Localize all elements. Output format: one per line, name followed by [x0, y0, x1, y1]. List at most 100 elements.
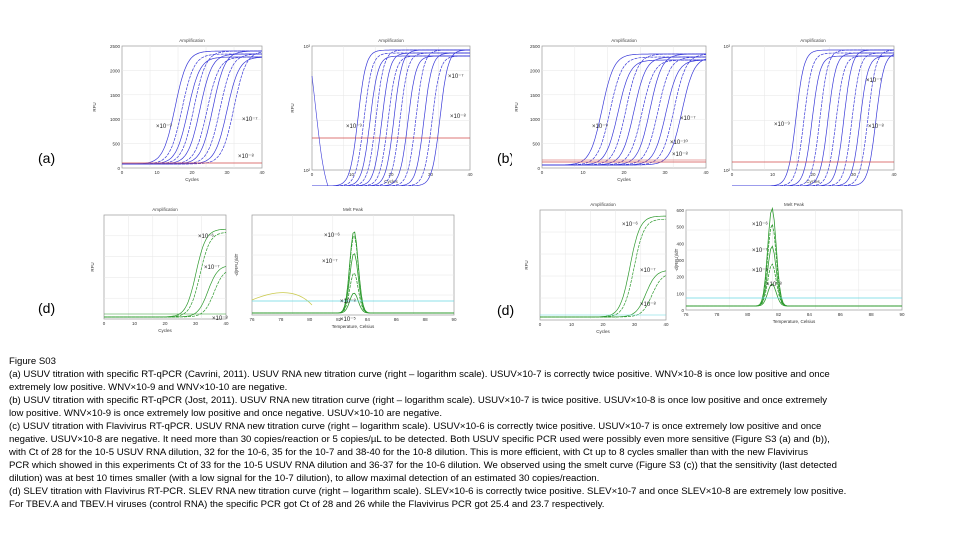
- dilution-annotation: ×10⁻⁸: [340, 298, 356, 305]
- y-tick-label: 2000: [110, 68, 121, 73]
- x-tick-label: 40: [891, 172, 897, 177]
- caption-line: dilution) was at best 10 times smaller (…: [9, 473, 600, 484]
- plot-b-linear: Amplification 0 10 20 30 40 2500 2000 1500 1000 50…: [512, 36, 712, 186]
- dilution-annotation: ×10⁻⁷: [448, 73, 464, 80]
- x-tick-label: 40: [663, 322, 669, 327]
- x-tick-label: 0: [311, 172, 314, 177]
- x-axis-label: Temperature, Celsius: [332, 324, 375, 329]
- y-axis-label: RFU: [90, 262, 95, 271]
- x-axis-label: Cycles: [617, 177, 631, 182]
- x-tick-label: 30: [851, 172, 857, 177]
- melt-curve: [252, 292, 454, 314]
- dilution-annotation: ×10⁻⁵: [340, 316, 356, 323]
- y-tick-label: 0: [117, 166, 120, 171]
- plot-area: [541, 45, 707, 169]
- plot-b-log: Amplification 0 10 20 30 40 10³ 10² Cycles ×10⁻⁹ ×…: [718, 36, 900, 186]
- panel-label-d-left: (d): [38, 300, 56, 316]
- y-tick-label: 600: [676, 208, 684, 213]
- y-axis-label: -d(RFU)/dT: [234, 253, 239, 276]
- amp-curve: [732, 52, 894, 186]
- figure-caption: Figure S03 (a) USUV titration with speci…: [9, 355, 954, 511]
- plot-area: [685, 209, 903, 311]
- caption-line: PCR which showed in this experiments Ct …: [9, 460, 837, 471]
- x-tick-label: 10: [154, 170, 160, 175]
- plot-title: Amplification: [378, 38, 404, 43]
- plot-area: [121, 45, 263, 169]
- y-axis-label: RFU: [524, 260, 529, 269]
- y-tick-label: 10³: [303, 44, 310, 49]
- y-tick-label: 2000: [530, 68, 541, 73]
- x-tick-label: 10: [580, 170, 586, 175]
- x-tick-label: 82: [776, 312, 782, 317]
- dilution-annotation: ×10⁻⁸: [672, 151, 688, 158]
- dilution-annotation: ×10⁻⁸: [640, 301, 656, 308]
- x-tick-label: 90: [899, 312, 905, 317]
- x-tick-label: 30: [224, 170, 230, 175]
- x-tick-label: 78: [714, 312, 720, 317]
- amp-curve: [311, 75, 329, 186]
- amp-curve: [312, 52, 470, 186]
- y-tick-label: 1000: [530, 117, 541, 122]
- amp-curve: [312, 55, 470, 186]
- dilution-annotation: ×10⁻⁹: [156, 123, 172, 130]
- plot-d-left-melt-peak: Melt Peak 76 78 80 82 84 86 88 90 Temperature, Ce…: [232, 205, 460, 337]
- x-tick-label: 76: [683, 312, 689, 317]
- x-tick-label: 82: [336, 317, 342, 322]
- dilution-annotation: ×10⁻⁸: [212, 315, 228, 322]
- plot-title: Amplification: [800, 38, 826, 43]
- plot-area: [103, 214, 227, 320]
- dilution-annotation: ×10⁻⁶: [752, 221, 768, 228]
- x-tick-label: 30: [193, 321, 199, 326]
- dilution-annotation: ×10⁻⁷: [322, 258, 338, 265]
- dilution-annotation: ×10⁻⁹: [592, 123, 608, 130]
- x-axis-label: Cycles: [185, 177, 199, 182]
- plot-title: Amplification: [152, 207, 178, 212]
- x-tick-label: 80: [307, 317, 313, 322]
- amp-curve: [312, 49, 470, 186]
- amp-curve: [732, 49, 894, 186]
- dilution-annotation: ×10⁻⁸: [766, 281, 782, 288]
- x-tick-label: 40: [467, 172, 473, 177]
- x-tick-label: 78: [278, 317, 284, 322]
- caption-line: For TBEV.A and TBEV.H viruses (control R…: [9, 499, 605, 510]
- y-tick-label: 200: [676, 275, 684, 280]
- amp-curve: [540, 275, 667, 318]
- x-tick-label: 30: [632, 322, 638, 327]
- caption-line: (b) USUV titration with specific RT-qPCR…: [9, 395, 828, 406]
- amp-curve: [312, 52, 470, 186]
- y-tick-label: 2500: [530, 44, 541, 49]
- plot-title: Melt Peak: [784, 202, 805, 207]
- y-tick-label: 1500: [110, 93, 121, 98]
- amp-curve: [122, 50, 262, 165]
- dilution-annotation: ×10⁻⁷: [204, 264, 220, 271]
- x-tick-label: 0: [541, 170, 544, 175]
- amp-curve: [122, 51, 263, 165]
- y-axis-label: RFU: [92, 102, 97, 111]
- x-tick-label: 20: [189, 170, 195, 175]
- amp-curve: [542, 53, 706, 166]
- x-tick-label: 86: [838, 312, 844, 317]
- y-tick-label: 1500: [530, 93, 541, 98]
- caption-line: extremely low positive. WNV×10-9 and WNV…: [9, 382, 288, 393]
- y-tick-label: 2500: [110, 44, 121, 49]
- x-tick-label: 20: [810, 172, 816, 177]
- melt-curve: [686, 283, 902, 307]
- y-tick-label: 400: [676, 241, 684, 246]
- x-tick-label: 88: [869, 312, 875, 317]
- caption-line: Figure S03: [9, 356, 56, 367]
- panel-label-d-right: (d): [497, 302, 515, 318]
- caption-line: (a) USUV titration with specific RT-qPCR…: [9, 369, 830, 380]
- y-tick-label: 500: [112, 142, 120, 147]
- amp-curve: [312, 49, 470, 186]
- x-tick-label: 20: [162, 321, 168, 326]
- dilution-annotation: ×10⁻⁶: [622, 221, 638, 228]
- x-tick-label: 0: [731, 172, 734, 177]
- y-tick-label: 500: [676, 225, 684, 230]
- x-tick-label: 88: [423, 317, 429, 322]
- x-tick-label: 90: [451, 317, 457, 322]
- x-tick-label: 40: [703, 170, 709, 175]
- x-tick-label: 30: [662, 170, 668, 175]
- y-tick-label: 10³: [723, 44, 730, 49]
- x-tick-label: 10: [770, 172, 776, 177]
